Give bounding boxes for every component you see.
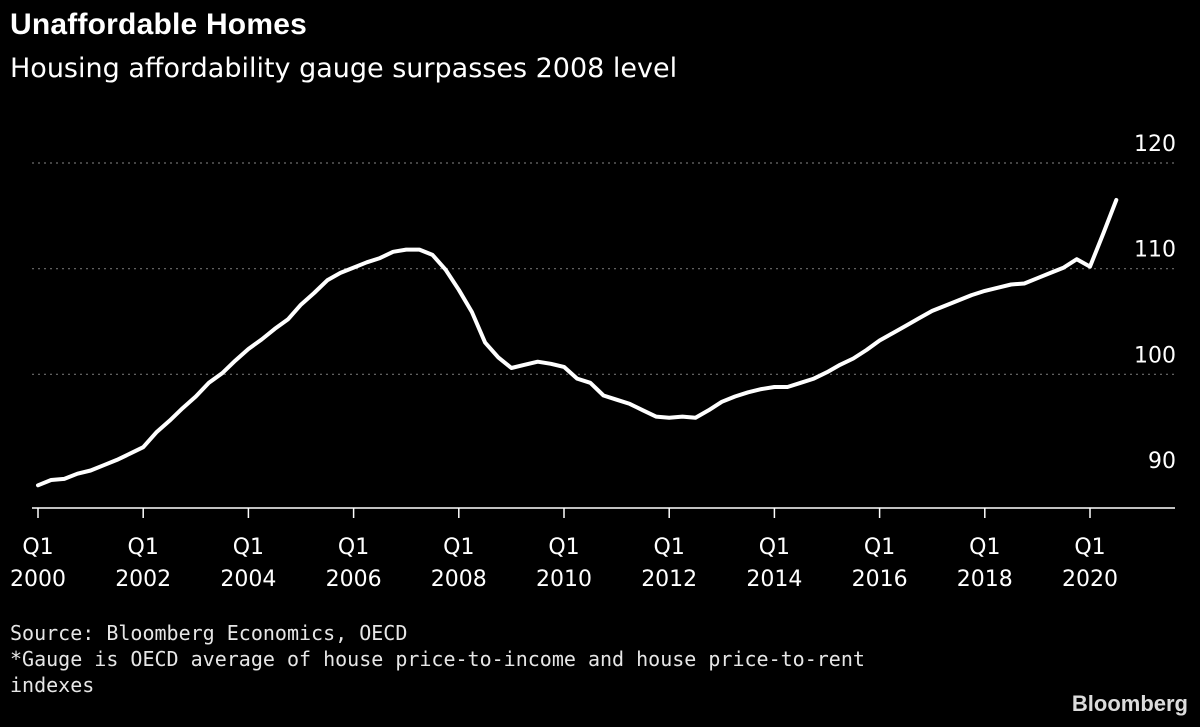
chart-notes: Source: Bloomberg Economics, OECD *Gauge… (10, 620, 865, 698)
bloomberg-logo: Bloomberg (1071, 691, 1188, 716)
x-tick-quarter-2002: Q1 (128, 535, 159, 560)
x-tick-year-2002: 2002 (115, 567, 171, 592)
x-tick-year-2020: 2020 (1062, 567, 1118, 592)
x-tick-quarter-2016: Q1 (864, 535, 895, 560)
x-tick-quarter-2006: Q1 (338, 535, 369, 560)
x-tick-year-2014: 2014 (746, 567, 802, 592)
y-tick-label-100: 100 (1134, 343, 1176, 368)
x-axis (32, 507, 1175, 518)
series-layer (36, 198, 1119, 488)
x-tick-quarter-2018: Q1 (969, 535, 1000, 560)
x-tick-year-2016: 2016 (852, 567, 908, 592)
x-tick-quarter-2010: Q1 (548, 535, 579, 560)
x-tick-quarter-2012: Q1 (654, 535, 685, 560)
x-tick-year-2004: 2004 (220, 567, 276, 592)
gauge-footnote-line2: indexes (10, 673, 95, 697)
x-axis-labels: Q1 2000 Q1 2002 Q1 2004 Q1 2006 Q1 2008 Q1 2010 Q1 20… (10, 535, 1118, 592)
source-note: Source: Bloomberg Economics, OECD (10, 621, 408, 645)
gauge-footnote-line1: *Gauge is OECD average of house price-to… (10, 647, 865, 671)
x-tick-quarter-2008: Q1 (443, 535, 474, 560)
y-tick-label-120: 120 (1134, 132, 1176, 157)
chart-title: Unaffordable Homes (10, 8, 307, 41)
series-line-0 (36, 198, 1119, 488)
x-tick-quarter-2020: Q1 (1074, 535, 1105, 560)
x-tick-quarter-2000: Q1 (22, 535, 53, 560)
x-tick-quarter-2014: Q1 (759, 535, 790, 560)
x-tick-year-2006: 2006 (326, 567, 382, 592)
x-tick-quarter-2004: Q1 (233, 535, 264, 560)
chart-subtitle: Housing affordability gauge surpasses 20… (10, 53, 678, 84)
x-tick-year-2010: 2010 (536, 567, 592, 592)
x-tick-year-2018: 2018 (957, 567, 1013, 592)
x-tick-year-2008: 2008 (431, 567, 487, 592)
y-tick-label-110: 110 (1134, 238, 1176, 263)
x-tick-year-2000: 2000 (10, 567, 66, 592)
x-tick-year-2012: 2012 (641, 567, 697, 592)
gridlines (32, 162, 1175, 375)
y-axis-labels: 90 100 110 120 (1134, 132, 1176, 474)
y-tick-label-90: 90 (1148, 449, 1176, 474)
